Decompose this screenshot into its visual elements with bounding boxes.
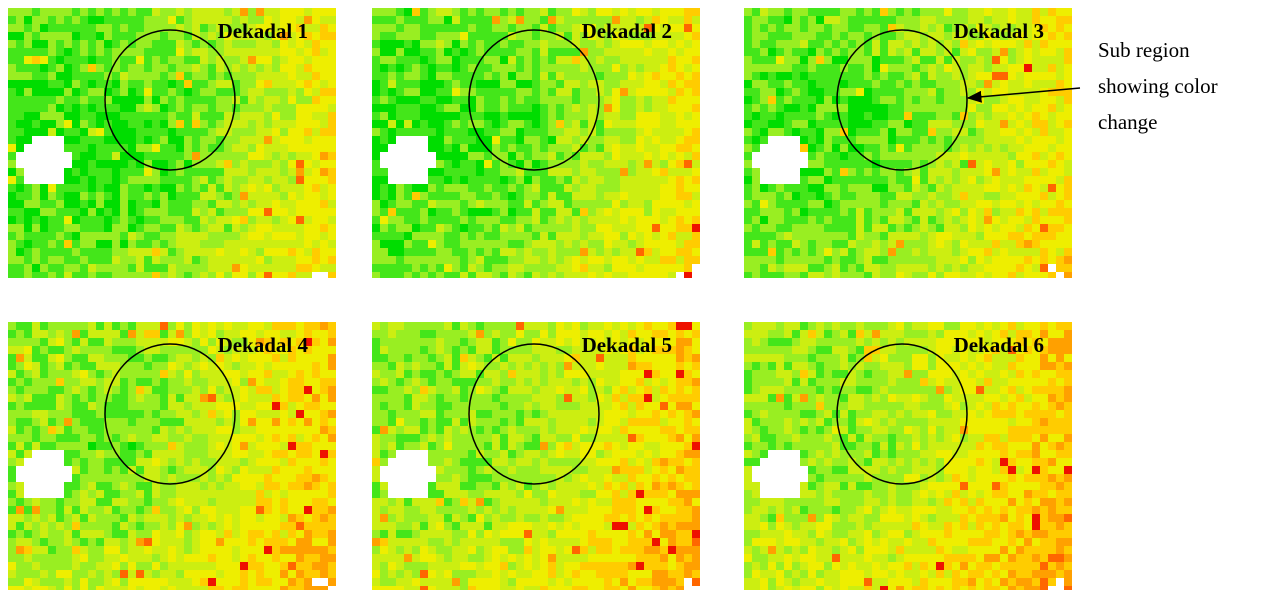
panel-label: Dekadal 3	[954, 19, 1044, 43]
panel-label: Dekadal 6	[954, 333, 1044, 357]
map-panel: Dekadal 2	[372, 8, 700, 278]
map-pixels	[1024, 64, 1032, 72]
annotation-line: change	[1098, 110, 1157, 134]
map-panel: Dekadal 6	[744, 322, 1072, 590]
annotation-line: Sub region	[1098, 38, 1190, 62]
map-panel: Dekadal 4	[8, 322, 336, 590]
map-panel: Dekadal 1	[8, 8, 336, 278]
panel-label: Dekadal 2	[582, 19, 672, 43]
maps: Dekadal 1 Dekadal 2 Dekadal 3 Dekadal 4 Deka…	[8, 8, 1072, 590]
annotation-line: showing color	[1098, 74, 1218, 98]
panel-label: Dekadal 1	[218, 19, 308, 43]
map-panel: Dekadal 3	[744, 8, 1072, 278]
panel-label: Dekadal 5	[582, 333, 672, 357]
figure: Dekadal 1 Dekadal 2 Dekadal 3 Dekadal 4 Deka…	[0, 0, 1280, 590]
panel-label: Dekadal 4	[218, 333, 309, 357]
map-panel: Dekadal 5	[372, 322, 700, 590]
